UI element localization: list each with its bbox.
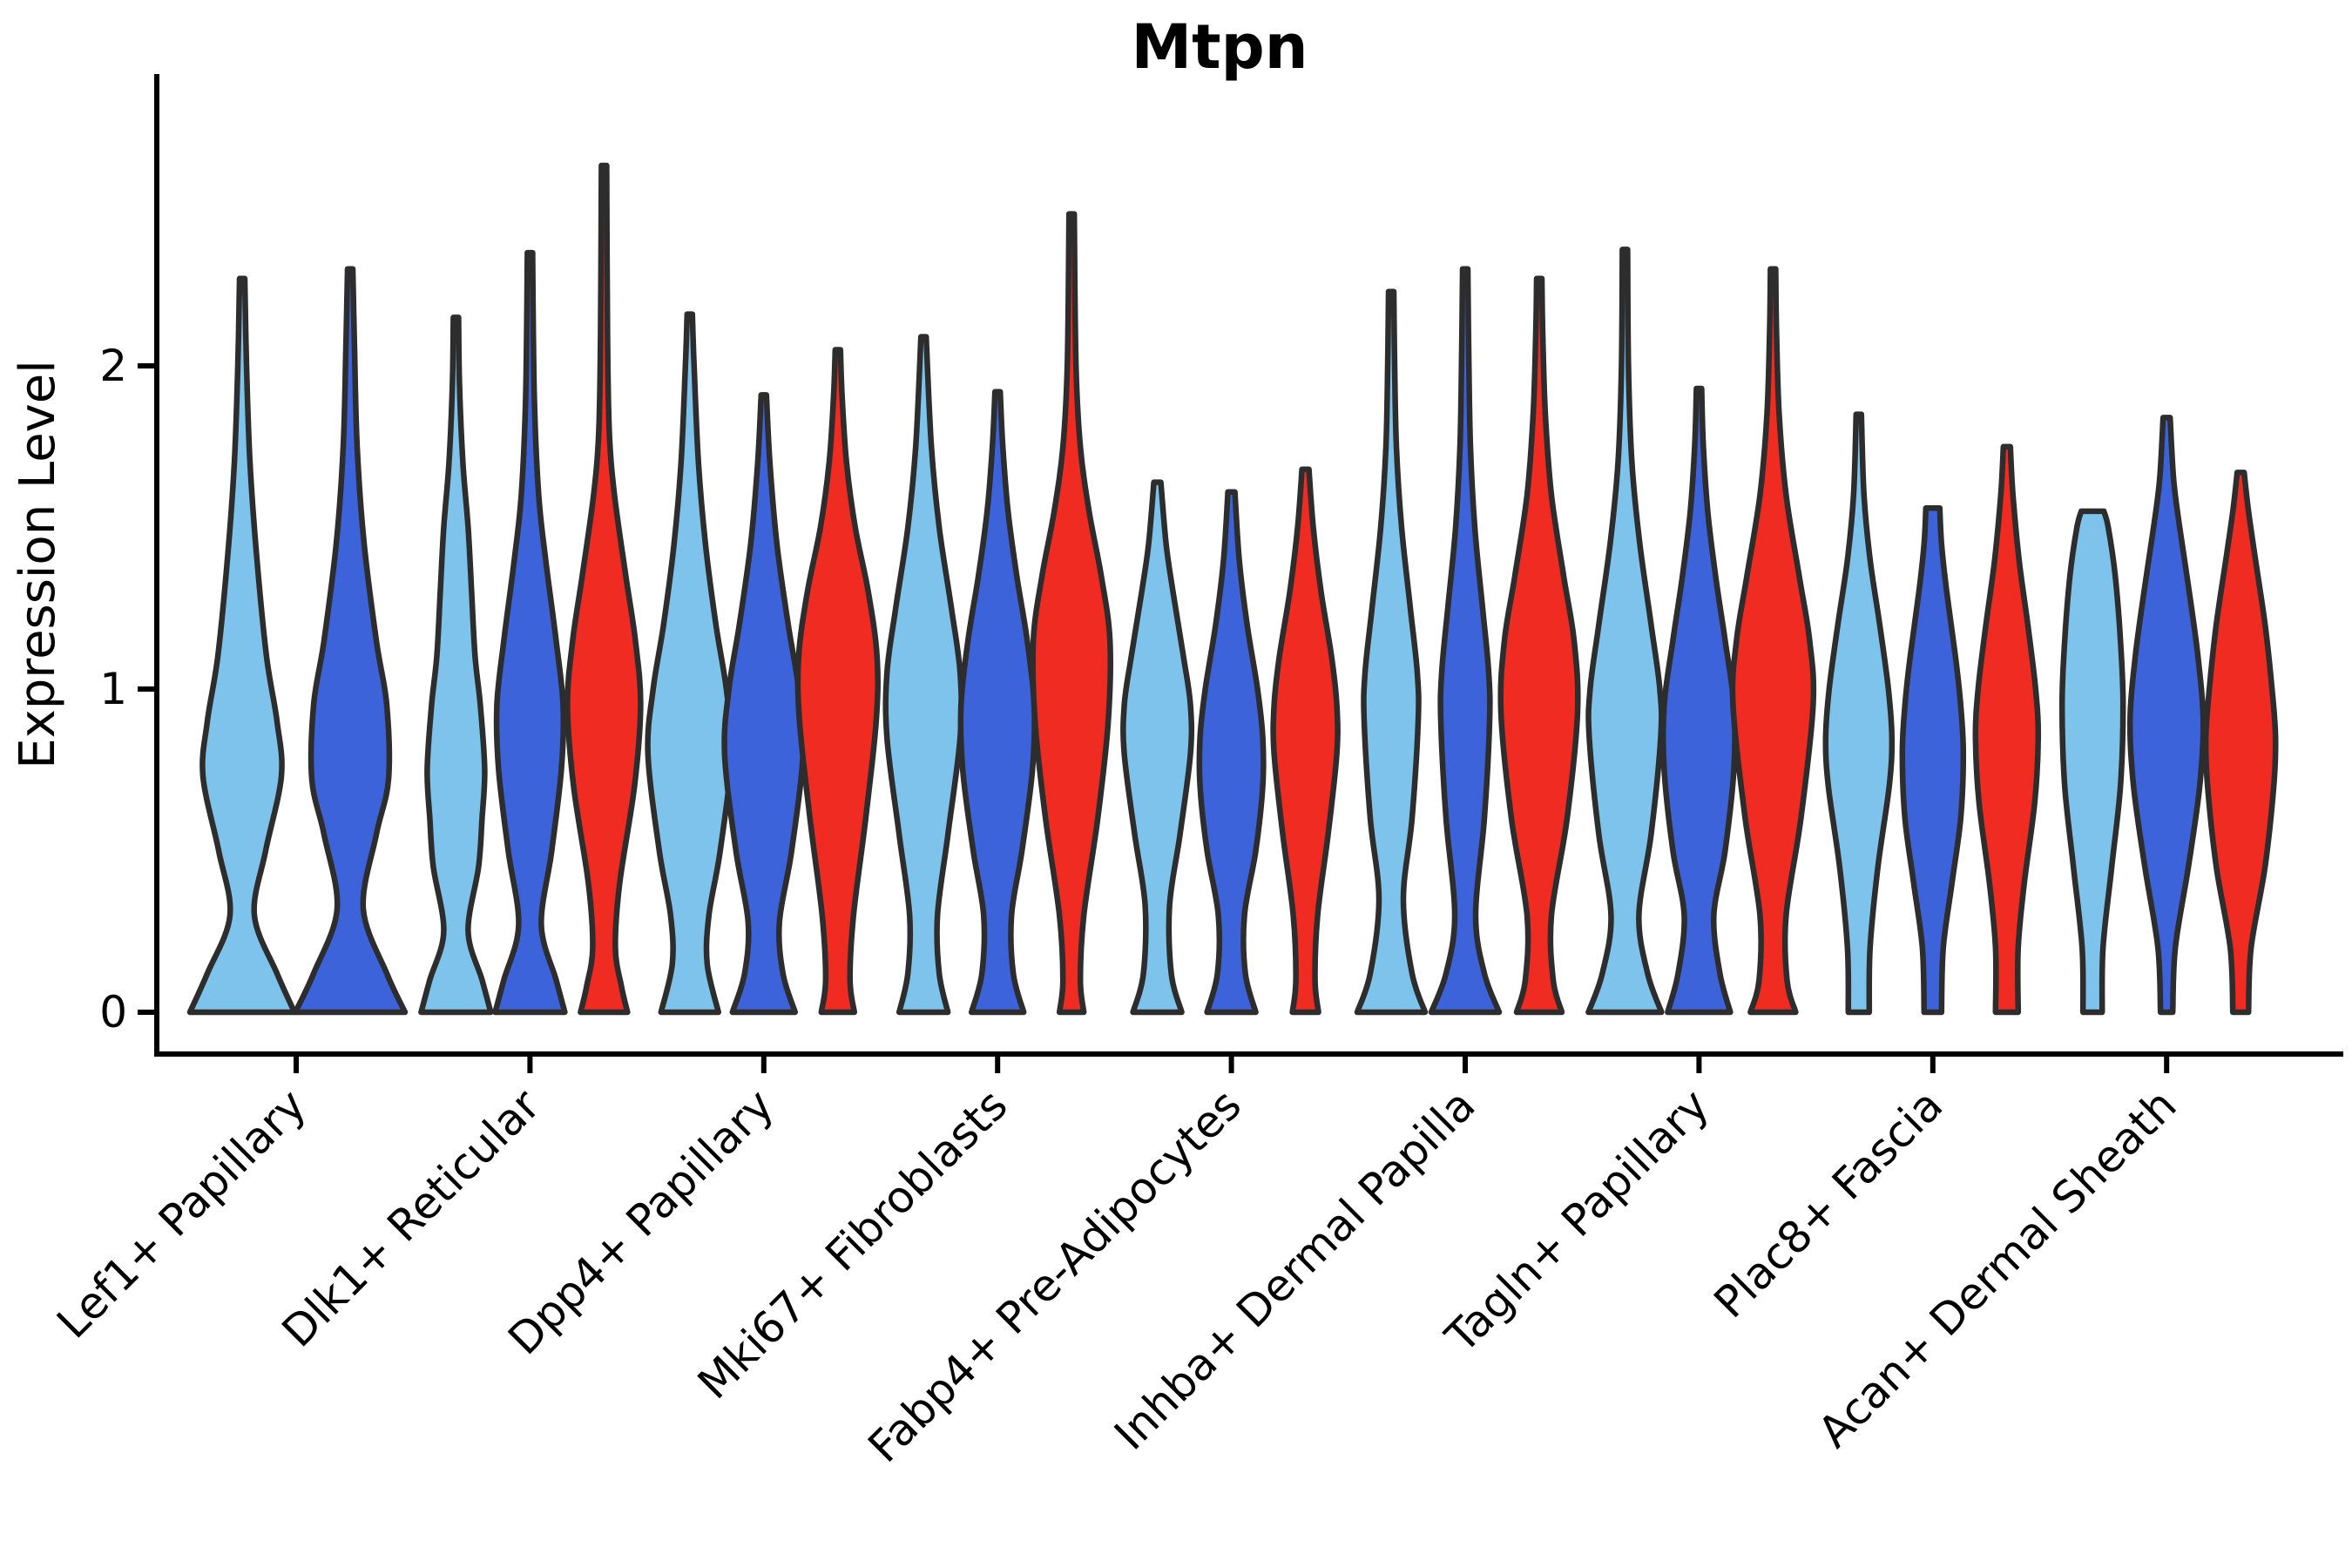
violin-group (1354, 266, 1581, 1016)
violin-red (2202, 470, 2279, 1016)
violin-red (1972, 443, 2042, 1016)
violin-group (1585, 247, 1817, 1016)
violin-royalblue (492, 249, 568, 1016)
violin-skyblue (645, 311, 735, 1016)
violin-group (882, 211, 1114, 1016)
violin-royalblue (957, 389, 1037, 1016)
violin-skyblue (2058, 508, 2126, 1016)
violin-royalblue (1196, 489, 1267, 1016)
violin-royalblue (1659, 385, 1738, 1016)
violin-red (794, 347, 881, 1016)
violin-skyblue (1120, 479, 1195, 1016)
violin-group (186, 266, 409, 1016)
violin-group (1822, 411, 2042, 1016)
violin-red (1497, 275, 1581, 1016)
violin-red (1270, 466, 1341, 1016)
violin-group (418, 162, 644, 1016)
violin-royalblue (1428, 266, 1503, 1016)
violin-skyblue (418, 314, 494, 1016)
y-axis-label: Expression Level (10, 360, 66, 769)
y-tick-label: 1 (99, 664, 127, 714)
violin-red (564, 162, 644, 1016)
chart-title: Mtpn (1131, 11, 1308, 83)
violin-skyblue (882, 334, 964, 1016)
violin-red (1030, 211, 1114, 1016)
y-tick-label: 0 (99, 987, 127, 1037)
violin-royalblue (721, 392, 807, 1016)
violin-skyblue (1354, 288, 1429, 1016)
violin-red (1729, 266, 1817, 1016)
y-tick-label: 2 (99, 341, 127, 391)
violin-skyblue (186, 275, 298, 1016)
violin-group (2058, 415, 2279, 1016)
violin-skyblue (1822, 411, 1896, 1016)
violin-group-layer (186, 162, 2279, 1016)
violin-group (645, 311, 881, 1016)
violin-royalblue (292, 266, 409, 1016)
violin-royalblue (2126, 415, 2207, 1016)
violin-royalblue (1899, 504, 1967, 1016)
violin-skyblue (1585, 247, 1665, 1016)
violin-group (1120, 466, 1341, 1016)
